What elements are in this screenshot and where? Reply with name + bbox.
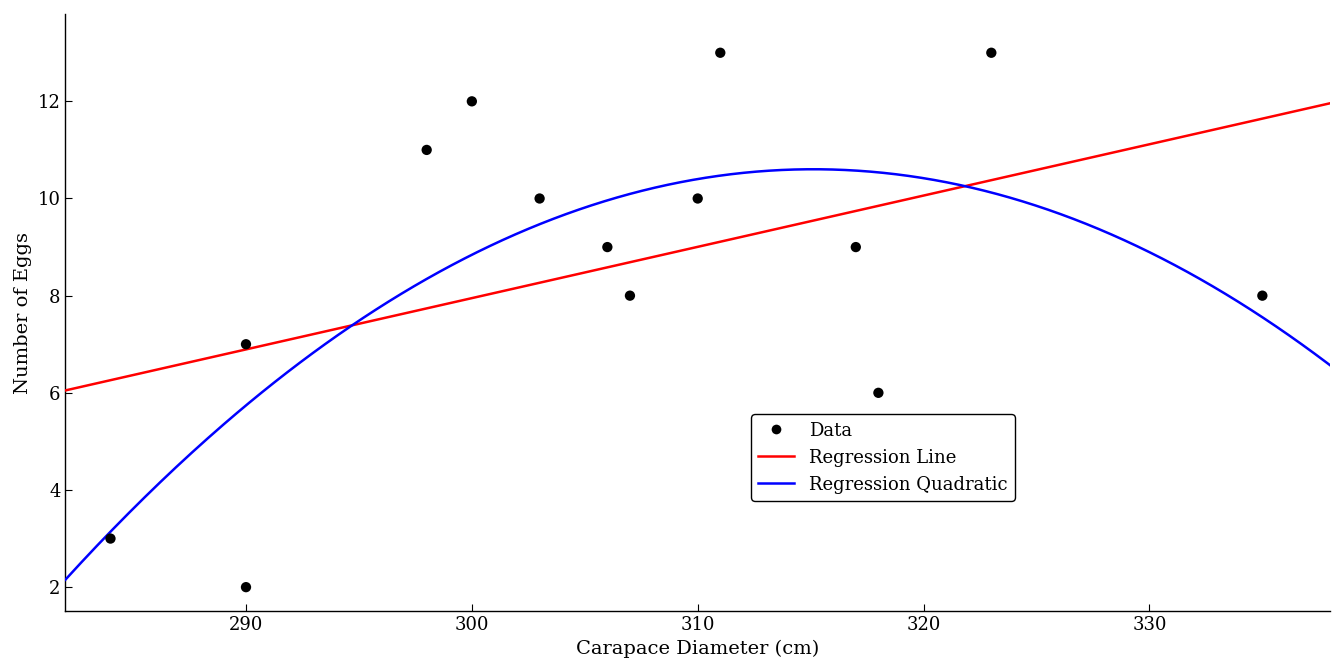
Point [415,144,437,155]
Point [461,96,482,107]
Point [868,388,890,398]
Legend: Data, Regression Line, Regression Quadratic: Data, Regression Line, Regression Quadra… [751,415,1015,501]
Point [845,242,867,253]
Y-axis label: Number of Eggs: Number of Eggs [13,232,32,394]
Point [1251,290,1273,301]
Point [710,48,731,58]
Point [597,242,618,253]
Point [99,533,121,544]
Point [235,339,257,349]
Point [687,193,708,204]
Point [981,48,1003,58]
Point [620,290,641,301]
X-axis label: Carapace Diameter (cm): Carapace Diameter (cm) [577,640,820,658]
Point [235,582,257,593]
Point [528,193,550,204]
